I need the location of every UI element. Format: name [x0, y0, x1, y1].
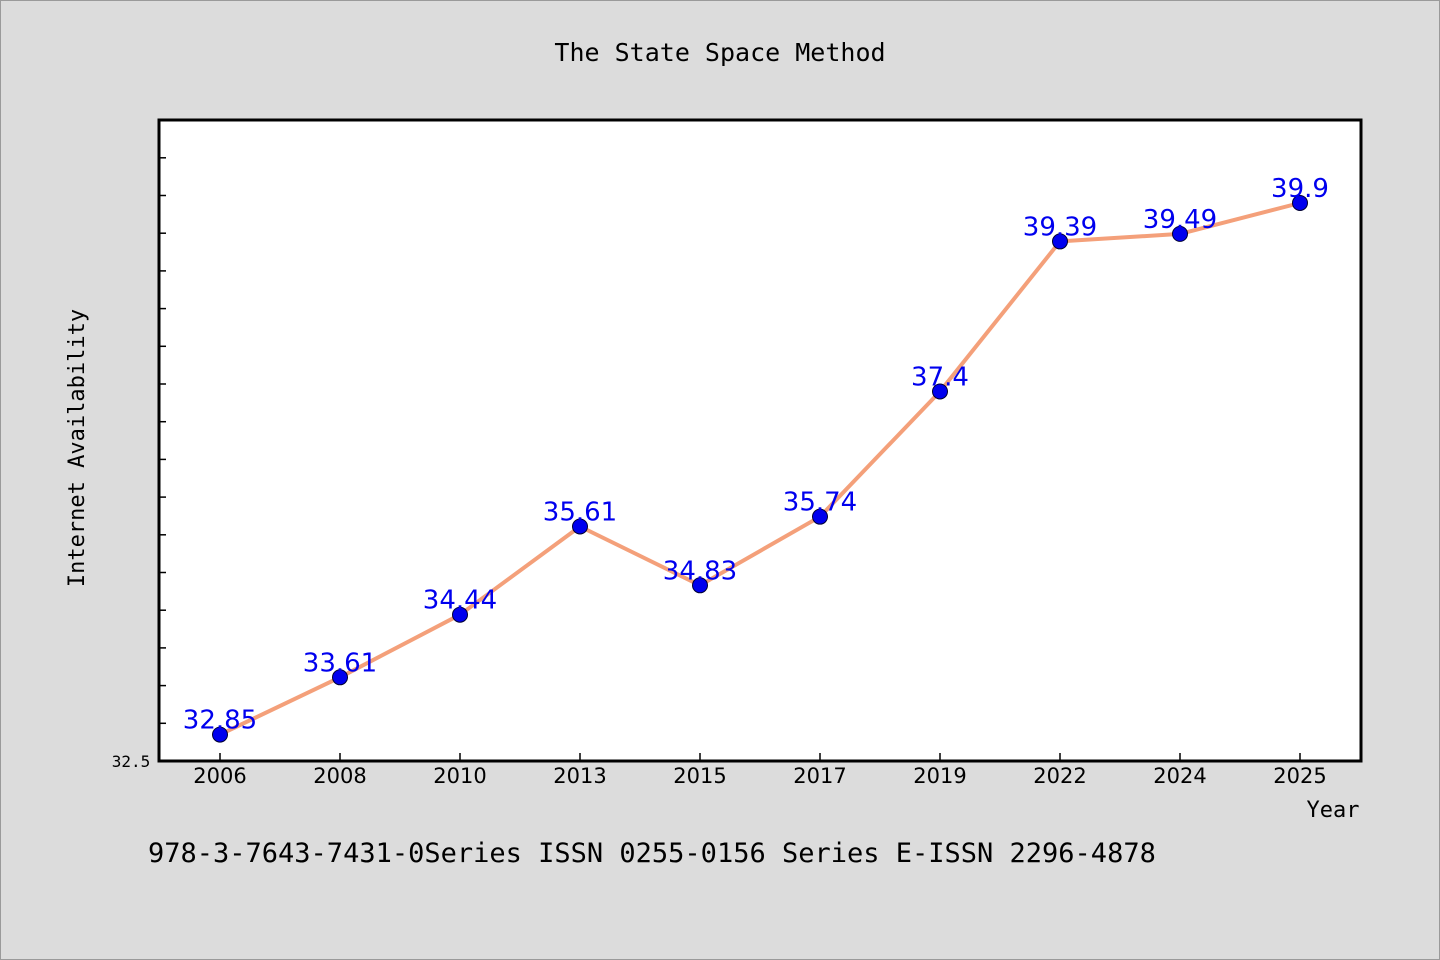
data-point [212, 726, 228, 743]
x-tick-label: 2015 [673, 764, 726, 788]
series-line [218, 201, 1302, 737]
x-tick-label: 2008 [313, 764, 366, 788]
x-tick-label: 2013 [553, 764, 606, 788]
series-line-group [218, 201, 1302, 737]
data-point [332, 669, 348, 686]
y-axis-label: Internet Availability [65, 309, 90, 587]
data-labels: 32.85 33.61 34.44 35.61 34.83 35.74 37.4 39.39 3… [183, 174, 1329, 736]
x-tick-label: 2006 [193, 764, 246, 788]
x-tick-labels: 2006 2008 2010 2013 2015 2017 2019 2022 2024 2025 [193, 764, 1326, 788]
data-label: 35.61 [543, 497, 617, 527]
data-point [1052, 233, 1068, 250]
x-axis-label: Year [1307, 798, 1360, 823]
data-point [812, 508, 828, 525]
data-point [1292, 194, 1308, 211]
data-point [452, 606, 468, 623]
x-tick-label: 2024 [1153, 764, 1206, 788]
y-tick-label: 32.5 [112, 752, 151, 771]
footer-text: 978-3-7643-7431-0Series ISSN 0255-0156 S… [148, 838, 1156, 869]
data-label: 39.9 [1271, 174, 1329, 204]
data-points [212, 194, 1308, 743]
data-label: 39.39 [1023, 212, 1097, 242]
data-label: 32.85 [183, 706, 257, 736]
chart-title: The State Space Method [554, 38, 885, 67]
plot-area [157, 118, 1363, 763]
data-label: 33.61 [303, 648, 377, 678]
x-tick-label: 2010 [433, 764, 486, 788]
data-point [692, 577, 708, 594]
data-point [932, 383, 948, 400]
y-axis-ticks [159, 157, 166, 725]
x-tick-label: 2022 [1033, 764, 1086, 788]
data-point [1172, 225, 1188, 242]
data-label: 39.49 [1143, 205, 1217, 235]
x-tick-label: 2019 [913, 764, 966, 788]
x-tick-label: 2017 [793, 764, 846, 788]
x-axis-ticks [219, 753, 1301, 761]
data-label: 34.83 [663, 556, 737, 586]
data-label: 35.74 [783, 488, 857, 518]
data-point [572, 518, 588, 535]
x-tick-label: 2025 [1273, 764, 1326, 788]
data-label: 37.4 [911, 362, 969, 392]
data-label: 34.44 [423, 586, 497, 616]
